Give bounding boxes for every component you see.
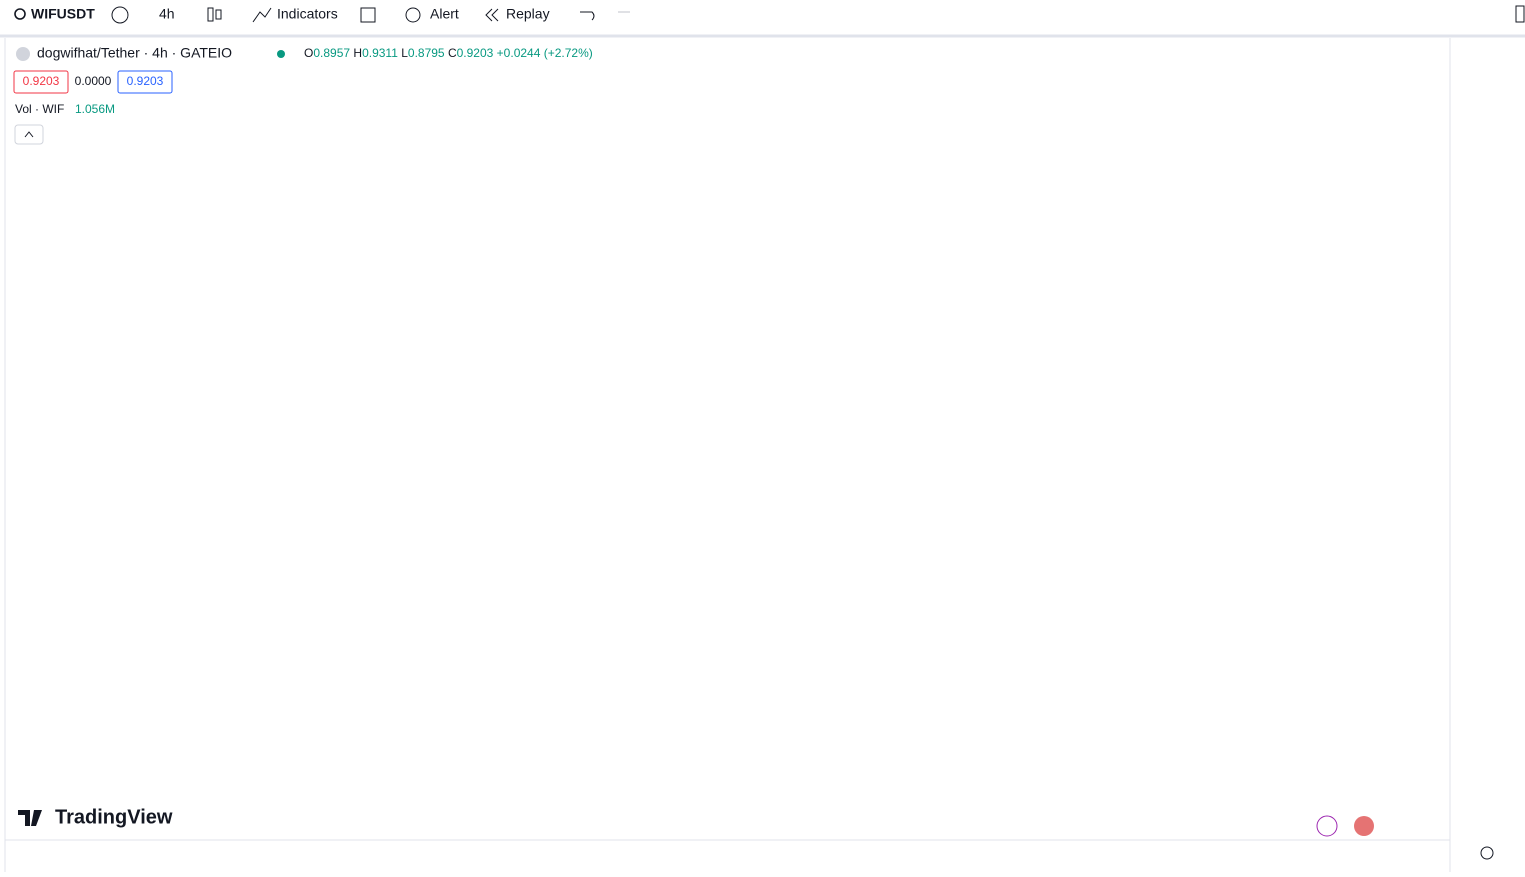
news-icon[interactable] bbox=[1316, 815, 1338, 837]
indicators[interactable]: Indicators bbox=[277, 6, 338, 22]
vol-value: 1.056M bbox=[75, 102, 115, 116]
chart-type-icon[interactable] bbox=[207, 7, 214, 22]
c-label: C bbox=[448, 46, 457, 60]
events-icon[interactable] bbox=[1354, 816, 1374, 836]
toolbar: WIFUSDT 4h Indicators Alert Replay bbox=[14, 5, 1525, 24]
symbol[interactable]: WIFUSDT bbox=[31, 6, 95, 22]
alert-icon[interactable] bbox=[405, 7, 421, 23]
l-label: L bbox=[401, 46, 408, 60]
indicators-icon[interactable] bbox=[252, 7, 272, 23]
panel-icon[interactable] bbox=[1515, 5, 1525, 23]
replay-icon[interactable] bbox=[485, 8, 499, 22]
undo-icon[interactable] bbox=[580, 11, 595, 21]
alert[interactable]: Alert bbox=[430, 6, 459, 22]
legend-title: dogwifhat/Tether · 4h · GATEIO bbox=[37, 45, 232, 61]
h-label: H bbox=[353, 46, 362, 60]
add-icon[interactable] bbox=[111, 6, 129, 24]
o-value: 0.8957 bbox=[313, 46, 350, 60]
ohlc: O0.8957 H0.9311 L0.8795 C0.9203 +0.0244 … bbox=[304, 46, 593, 60]
settings-icon[interactable] bbox=[1480, 846, 1494, 860]
brand-logo bbox=[18, 810, 42, 826]
interval[interactable]: 4h bbox=[159, 6, 175, 22]
symbol-logo bbox=[16, 47, 30, 61]
search-icon bbox=[14, 8, 26, 20]
sell-box[interactable] bbox=[13, 70, 69, 94]
brand-name: TradingView bbox=[55, 806, 173, 828]
collapse-button[interactable] bbox=[14, 124, 44, 145]
l-value: 0.8795 bbox=[408, 46, 445, 60]
layout-icon[interactable] bbox=[360, 7, 376, 23]
legend: dogwifhat/Tether · 4h · GATEIO O0.8957 H… bbox=[13, 45, 593, 145]
replay[interactable]: Replay bbox=[506, 6, 550, 22]
collapse-icon bbox=[24, 131, 34, 138]
h-value: 0.9311 bbox=[362, 46, 398, 60]
c-value: 0.9203 bbox=[457, 46, 494, 60]
buy-box[interactable] bbox=[117, 70, 173, 94]
spread: 0.0000 bbox=[75, 74, 112, 88]
o-label: O bbox=[304, 46, 313, 60]
chart-type-icon bbox=[215, 9, 222, 20]
vol-title: Vol · WIF bbox=[15, 102, 64, 116]
status-dot bbox=[277, 50, 285, 58]
change: +0.0244 (+2.72%) bbox=[497, 46, 593, 60]
buy-price: 0.9203 bbox=[127, 74, 164, 88]
sell-price: 0.9203 bbox=[23, 74, 60, 88]
brand: TradingView bbox=[18, 806, 173, 828]
